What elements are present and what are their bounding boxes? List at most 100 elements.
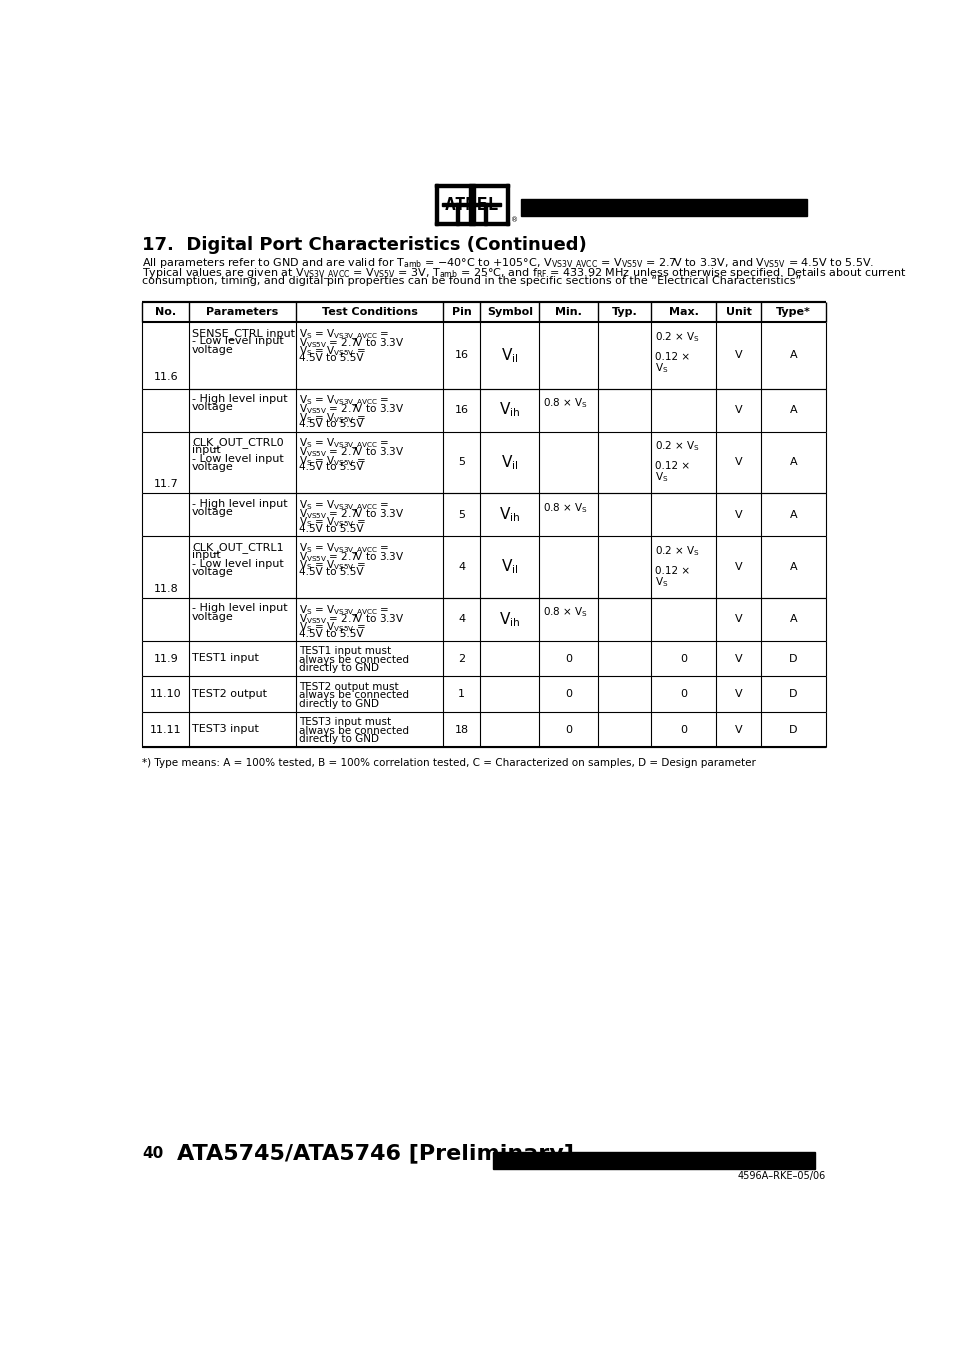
Text: V$_{\mathregular{S}}$: V$_{\mathregular{S}}$ (654, 361, 667, 374)
Text: - High level input: - High level input (192, 394, 288, 404)
Text: V: V (734, 509, 741, 520)
Text: V$_{\mathregular{S}}$ = V$_{\mathregular{VS3V\_AVCC}}$ =: V$_{\mathregular{S}}$ = V$_{\mathregular… (298, 436, 389, 453)
Text: V$_{\mathregular{S}}$: V$_{\mathregular{S}}$ (654, 574, 667, 589)
Text: 2: 2 (457, 654, 465, 663)
Text: voltage: voltage (192, 612, 233, 621)
Text: 4.5V to 5.5V: 4.5V to 5.5V (298, 353, 363, 363)
Text: - Low level input: - Low level input (192, 336, 284, 346)
Text: Typical values are given at V$_{\mathregular{VS3V\_AVCC}}$ = V$_{\mathregular{VS: Typical values are given at V$_{\mathreg… (142, 266, 906, 281)
Text: V$_{\mathregular{VS5V}}$ = 2.7V to 3.3V: V$_{\mathregular{VS5V}}$ = 2.7V to 3.3V (298, 612, 404, 626)
Text: - Low level input: - Low level input (192, 559, 284, 569)
Text: voltage: voltage (192, 507, 233, 517)
Text: 0.12 ×: 0.12 × (654, 566, 689, 576)
Text: 0: 0 (679, 724, 686, 735)
Text: V: V (734, 724, 741, 735)
Text: - Low level input: - Low level input (192, 454, 284, 463)
Text: V$_{\mathregular{VS5V}}$ = 2.7V to 3.3V: V$_{\mathregular{VS5V}}$ = 2.7V to 3.3V (298, 403, 404, 416)
Text: voltage: voltage (192, 462, 233, 473)
Bar (520, 199, 806, 216)
Text: V: V (734, 458, 741, 467)
Text: V: V (734, 350, 741, 361)
Text: Test Conditions: Test Conditions (321, 307, 417, 317)
Text: 0: 0 (565, 654, 572, 663)
Text: V: V (734, 562, 741, 571)
Text: *) Type means: A = 100% tested, B = 100% correlation tested, C = Characterized o: *) Type means: A = 100% tested, B = 100%… (142, 758, 756, 769)
Text: CLK_OUT_CTRL1: CLK_OUT_CTRL1 (192, 542, 283, 553)
Text: V$_{\mathregular{S}}$ = V$_{\mathregular{VS3V\_AVCC}}$ =: V$_{\mathregular{S}}$ = V$_{\mathregular… (298, 499, 389, 513)
Text: 0.8 × V$_{\mathregular{S}}$: 0.8 × V$_{\mathregular{S}}$ (542, 501, 587, 515)
Text: V: V (734, 405, 741, 415)
Text: A: A (789, 562, 797, 571)
Text: V$_{\mathregular{ih}}$: V$_{\mathregular{ih}}$ (498, 505, 520, 524)
Text: No.: No. (155, 307, 176, 317)
Bar (435, 184, 437, 226)
Text: 0.2 × V$_{\mathregular{S}}$: 0.2 × V$_{\mathregular{S}}$ (654, 439, 699, 453)
Text: A: A (789, 405, 797, 415)
Text: V: V (734, 689, 741, 700)
Text: D: D (788, 689, 797, 700)
Text: V$_{\mathregular{il}}$: V$_{\mathregular{il}}$ (500, 453, 518, 471)
Text: All parameters refer to GND and are valid for T$_{\mathregular{amb}}$ = $-$40°C : All parameters refer to GND and are vali… (142, 257, 874, 272)
Text: 0: 0 (565, 689, 572, 700)
Bar (435, 222, 509, 226)
Text: V$_{\mathregular{ih}}$: V$_{\mathregular{ih}}$ (498, 401, 520, 419)
Text: A: A (789, 458, 797, 467)
Text: 0.2 × V$_{\mathregular{S}}$: 0.2 × V$_{\mathregular{S}}$ (654, 544, 699, 558)
Text: 18: 18 (455, 724, 468, 735)
Text: voltage: voltage (192, 567, 233, 577)
Text: TEST2 output: TEST2 output (192, 689, 267, 698)
Text: 17.  Digital Port Characteristics (Continued): 17. Digital Port Characteristics (Contin… (142, 236, 587, 254)
Text: ®: ® (510, 218, 517, 224)
Text: CLK_OUT_CTRL0: CLK_OUT_CTRL0 (192, 436, 283, 449)
Text: Unit: Unit (725, 307, 751, 317)
Text: Symbol: Symbol (486, 307, 533, 317)
Text: input: input (192, 446, 220, 455)
Bar (493, 1152, 815, 1169)
Text: 5: 5 (457, 458, 465, 467)
Text: TEST3 input must: TEST3 input must (298, 717, 391, 727)
Text: V$_{\mathregular{S}}$ = V$_{\mathregular{VS5V}}$ =: V$_{\mathregular{S}}$ = V$_{\mathregular… (298, 454, 366, 467)
Text: TEST3 input: TEST3 input (192, 724, 258, 734)
Text: V$_{\mathregular{S}}$ = V$_{\mathregular{VS5V}}$ =: V$_{\mathregular{S}}$ = V$_{\mathregular… (298, 411, 366, 424)
Text: 0.12 ×: 0.12 × (654, 461, 689, 471)
Text: 0: 0 (679, 689, 686, 700)
Text: 0.8 × V$_{\mathregular{S}}$: 0.8 × V$_{\mathregular{S}}$ (542, 396, 587, 409)
Text: 11.8: 11.8 (153, 584, 178, 593)
Text: 40: 40 (142, 1147, 164, 1162)
Text: V$_{\mathregular{S}}$ = V$_{\mathregular{VS3V\_AVCC}}$ =: V$_{\mathregular{S}}$ = V$_{\mathregular… (298, 394, 389, 409)
Text: TEST1 input must: TEST1 input must (298, 646, 391, 657)
Text: - High level input: - High level input (192, 604, 288, 613)
Text: V$_{\mathregular{S}}$ = V$_{\mathregular{VS3V\_AVCC}}$ =: V$_{\mathregular{S}}$ = V$_{\mathregular… (298, 328, 389, 343)
Text: 0: 0 (679, 654, 686, 663)
Text: V$_{\mathregular{S}}$ = V$_{\mathregular{VS5V}}$ =: V$_{\mathregular{S}}$ = V$_{\mathregular… (298, 620, 366, 634)
Text: consumption, timing, and digital pin properties can be found in the specific sec: consumption, timing, and digital pin pro… (142, 276, 801, 286)
Text: V$_{\mathregular{VS5V}}$ = 2.7V to 3.3V: V$_{\mathregular{VS5V}}$ = 2.7V to 3.3V (298, 507, 404, 521)
Text: V$_{\mathregular{il}}$: V$_{\mathregular{il}}$ (500, 346, 518, 365)
Text: V$_{\mathregular{VS5V}}$ = 2.7V to 3.3V: V$_{\mathregular{VS5V}}$ = 2.7V to 3.3V (298, 336, 404, 350)
Bar (505, 184, 509, 226)
Text: 4596A–RKE–05/06: 4596A–RKE–05/06 (737, 1171, 825, 1181)
Text: Type*: Type* (775, 307, 810, 317)
Text: A: A (789, 350, 797, 361)
Text: V$_{\mathregular{S}}$ = V$_{\mathregular{VS5V}}$ =: V$_{\mathregular{S}}$ = V$_{\mathregular… (298, 516, 366, 530)
Text: voltage: voltage (192, 403, 233, 412)
Text: A: A (789, 615, 797, 624)
Text: V$_{\mathregular{S}}$ = V$_{\mathregular{VS5V}}$ =: V$_{\mathregular{S}}$ = V$_{\mathregular… (298, 559, 366, 573)
Text: 0.8 × V$_{\mathregular{S}}$: 0.8 × V$_{\mathregular{S}}$ (542, 605, 587, 620)
Text: directly to GND: directly to GND (298, 663, 378, 673)
Text: TEST2 output must: TEST2 output must (298, 682, 398, 692)
Text: 4: 4 (457, 615, 465, 624)
Text: D: D (788, 654, 797, 663)
Text: A: A (789, 509, 797, 520)
Text: V$_{\mathregular{S}}$ = V$_{\mathregular{VS3V\_AVCC}}$ =: V$_{\mathregular{S}}$ = V$_{\mathregular… (298, 542, 389, 557)
Text: TEST1 input: TEST1 input (192, 654, 258, 663)
Text: Min.: Min. (555, 307, 581, 317)
Text: - High level input: - High level input (192, 499, 288, 508)
Text: Max.: Max. (668, 307, 698, 317)
Text: voltage: voltage (192, 345, 233, 354)
Text: always be connected: always be connected (298, 725, 409, 736)
Text: 11.10: 11.10 (150, 689, 181, 700)
Text: ATA5745/ATA5746 [Preliminary]: ATA5745/ATA5746 [Preliminary] (176, 1144, 573, 1163)
Bar (456, 203, 459, 226)
Text: 4.5V to 5.5V: 4.5V to 5.5V (298, 524, 363, 534)
